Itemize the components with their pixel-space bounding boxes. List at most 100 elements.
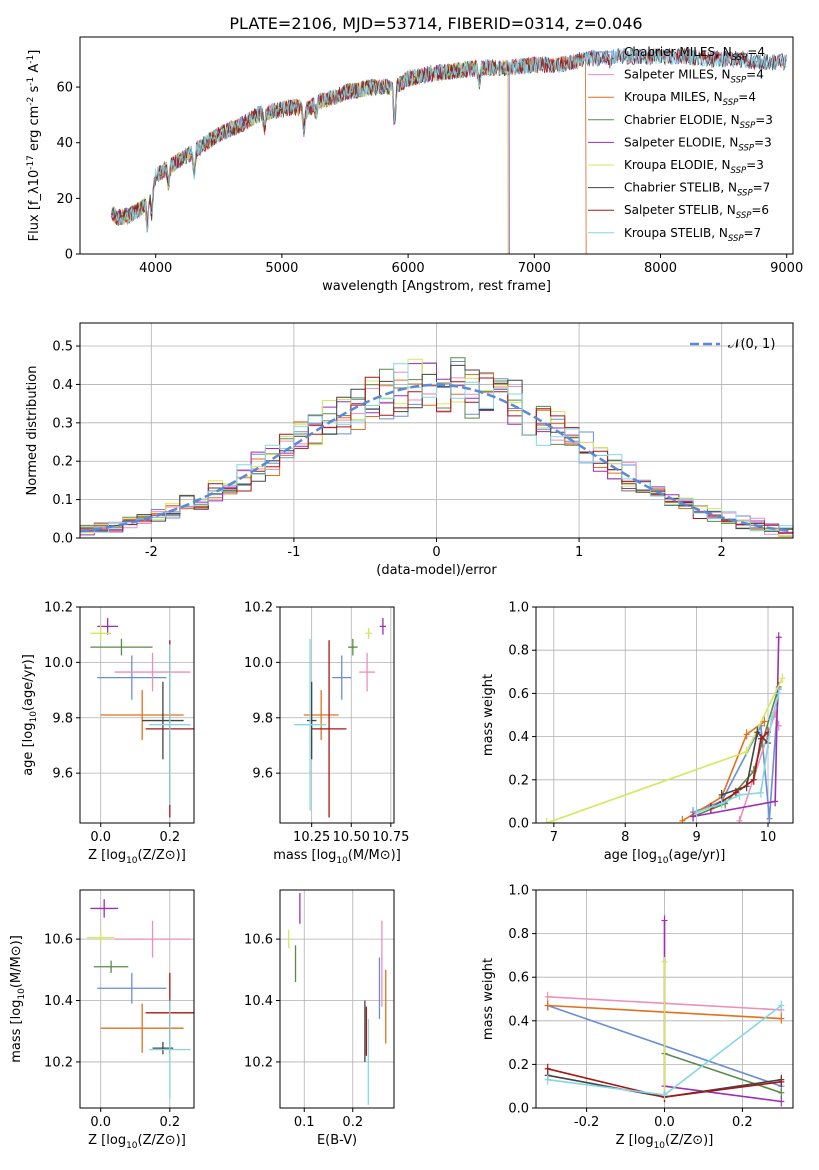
- mass_vs_ebv-xtick-label: 0.2: [342, 1115, 363, 1130]
- legend-entry-value: =4: [738, 90, 756, 104]
- mass_vs_ebv-xlabel-part: E(B-V): [317, 1133, 357, 1148]
- age_vs_Z-panel: 0.0 0.29.69.810.010.2Z [log10(Z/Z⊙)]age […: [21, 601, 195, 866]
- weight_vs_Z-xlabel-part: (Z/Z⊙)]: [665, 1133, 713, 1148]
- weight_vs_age-ylabel-part: mass weight: [481, 674, 496, 756]
- age_vs_Z-xlabel-part: (Z/Z⊙)]: [138, 848, 186, 863]
- weight_vs_Z-ylabel-part: mass weight: [481, 958, 496, 1040]
- residuals-plot-area: [80, 357, 793, 538]
- figure-title: PLATE=2106, MJD=53714, FIBERID=0314, z=0…: [229, 14, 642, 33]
- legend-entry: Salpeter STELIB, NSSP=6: [624, 203, 769, 221]
- weight_vs_age-ytick-label: 0.6: [508, 687, 529, 702]
- legend-entry: Salpeter MILES, NSSP=4: [624, 68, 764, 86]
- spectrum-frame: [79, 36, 794, 255]
- weight_vs_age-ytick-label: 0.0: [508, 817, 529, 832]
- residual-histogram: [80, 363, 793, 533]
- spectrum-xtick-label: 7000: [518, 261, 551, 276]
- legend-entry-sub: SSP: [728, 234, 744, 244]
- spectrum-xlabel-part: wavelength [Angstrom, rest frame]: [322, 279, 551, 294]
- weight_vs_age-xtick-label: 8: [621, 830, 629, 845]
- spectrum-xtick-label: 8000: [644, 261, 677, 276]
- weight_vs_Z-ylabel: mass weight: [481, 958, 496, 1040]
- legend-entry-name: Kroupa MILES, N: [624, 90, 723, 104]
- legend-entry-sub: SSP: [731, 76, 747, 86]
- residuals-xtick-label: 1: [575, 545, 583, 560]
- spectrum-xlabel: wavelength [Angstrom, rest frame]: [322, 279, 551, 294]
- age_vs_Z-ytick-label: 10.2: [44, 601, 73, 616]
- spectrum-ylabel-part: erg cm: [27, 106, 42, 155]
- legend-entry-sub: SSP: [736, 211, 752, 221]
- spectrum-line: [111, 60, 510, 254]
- age_vs_Z-xtick-label: 0.0: [90, 830, 111, 845]
- legend-entry-name: Kroupa ELODIE, N: [624, 158, 731, 172]
- mass_vs_Z-ylabel-part: mass [log: [9, 1000, 24, 1063]
- mass_vs_Z-ytick-label: 10.6: [44, 933, 73, 948]
- spectrum-ylabel-sup: -1: [26, 55, 36, 64]
- legend-entry-name: Salpeter STELIB, N: [624, 203, 736, 217]
- spectrum-ylabel-part: ]: [27, 50, 42, 55]
- legend-entry-sub: SSP: [737, 189, 753, 199]
- spectrum-ylabel-part: A: [27, 64, 42, 77]
- spectrum-ylabel-part: s: [27, 86, 42, 97]
- spectrum-line: [111, 59, 510, 254]
- age_vs_Z-xtick-label: 0.2: [159, 830, 180, 845]
- residuals-xtick-label: -2: [145, 545, 158, 560]
- age_vs_mass-xtick-label: 10.50: [333, 830, 370, 845]
- legend-entry-name: Chabrier ELODIE, N: [624, 113, 740, 127]
- spectrum-ytick-label: 20: [56, 192, 73, 207]
- age_vs_Z-plot-area: [90, 618, 194, 818]
- age_vs_Z-xlabel-part: Z [log: [88, 848, 126, 863]
- residuals-ytick-label: 0.4: [52, 378, 73, 393]
- age_vs_mass-panel: 10.25 10.50 10.75 9.6 9.8 10.0 10.2 mass [log10…: [244, 601, 409, 867]
- weight_vs_age-frame: [535, 606, 794, 824]
- spectrum-xtick-label: 5000: [265, 261, 298, 276]
- legend-entry-name: Chabrier STELIB, N: [624, 181, 737, 195]
- weight-line: [696, 693, 780, 813]
- legend-entry-value: =6: [751, 203, 769, 217]
- residuals-xtick-label: 0: [432, 545, 440, 560]
- legend-entry: Kroupa ELODIE, NSSP=3: [624, 158, 764, 176]
- mass_vs_ebv-panel: 0.1 0.2 10.2 10.4 10.6 E(B-V): [244, 889, 395, 1148]
- spectrum-xtick-label: 6000: [392, 261, 425, 276]
- legend-entry-name: Kroupa STELIB, N: [624, 226, 728, 240]
- weight_vs_Z-xtick-label: -0.2: [574, 1115, 599, 1130]
- age_vs_Z-ylabel: age [log10(age/yr)]: [21, 654, 39, 776]
- spectrum-ytick-label: 0: [65, 248, 73, 263]
- weight_vs_Z-xtick-label: 0.0: [654, 1115, 675, 1130]
- mass_vs_Z-ylabel: mass [log10(M/M⊙)]: [9, 935, 27, 1063]
- legend-entry-value: =4: [746, 68, 764, 82]
- weight_vs_Z-xlabel-sub: 10: [654, 1141, 666, 1151]
- age_vs_Z-ylabel-sub: 10: [29, 711, 39, 723]
- mass_vs_ebv-ytick-label: 10.2: [244, 1055, 273, 1070]
- residual-histogram: [80, 362, 793, 536]
- mass_vs_Z-xtick-label: 0.2: [159, 1115, 180, 1130]
- weight_vs_Z-xlabel-part: Z [log: [616, 1133, 654, 1148]
- residuals-ytick-label: 0.3: [52, 416, 73, 431]
- legend-entry-value: =4: [747, 45, 765, 59]
- mass_vs_ebv-plot-area: [288, 893, 387, 1105]
- weight-line: [692, 686, 780, 818]
- weight_vs_age-xtick-label: 7: [550, 830, 558, 845]
- legend-entry-sub: SSP: [723, 98, 739, 108]
- age_vs_Z-ylabel-part: (age/yr)]: [21, 654, 36, 711]
- age_vs_mass-xtick-label: 10.75: [372, 830, 409, 845]
- age_vs_mass-ytick-label: 10.2: [244, 601, 273, 616]
- age_vs_Z-ytick-label: 9.8: [52, 711, 73, 726]
- spectrum-ylabel-sup: -17: [26, 155, 36, 170]
- spectrum-ytick-label: 40: [56, 136, 73, 151]
- mass_vs_Z-frame: [79, 889, 195, 1109]
- mass_vs_ebv-xtick-label: 0.1: [294, 1115, 315, 1130]
- age_vs_mass-xlabel-sub: 10: [336, 856, 348, 866]
- mass_vs_Z-ytick-label: 10.2: [44, 1055, 73, 1070]
- residuals-xlabel-part: (data-model)/error: [376, 563, 497, 578]
- weight_vs_age-ytick-label: 0.2: [508, 773, 529, 788]
- legend-entry: 𝒩(0, 1): [728, 337, 775, 352]
- weight_vs_age-xlabel-part: (age/yr)]: [668, 848, 725, 863]
- mass_vs_Z-ytick-label: 10.4: [44, 994, 73, 1009]
- weight_vs_age-ytick-label: 0.4: [508, 730, 529, 745]
- legend-entry-value: =7: [753, 181, 771, 195]
- residual-histogram: [80, 376, 793, 534]
- weight_vs_Z-plot-area: [544, 915, 785, 1107]
- mass_vs_Z-plot-area: [86, 899, 194, 1099]
